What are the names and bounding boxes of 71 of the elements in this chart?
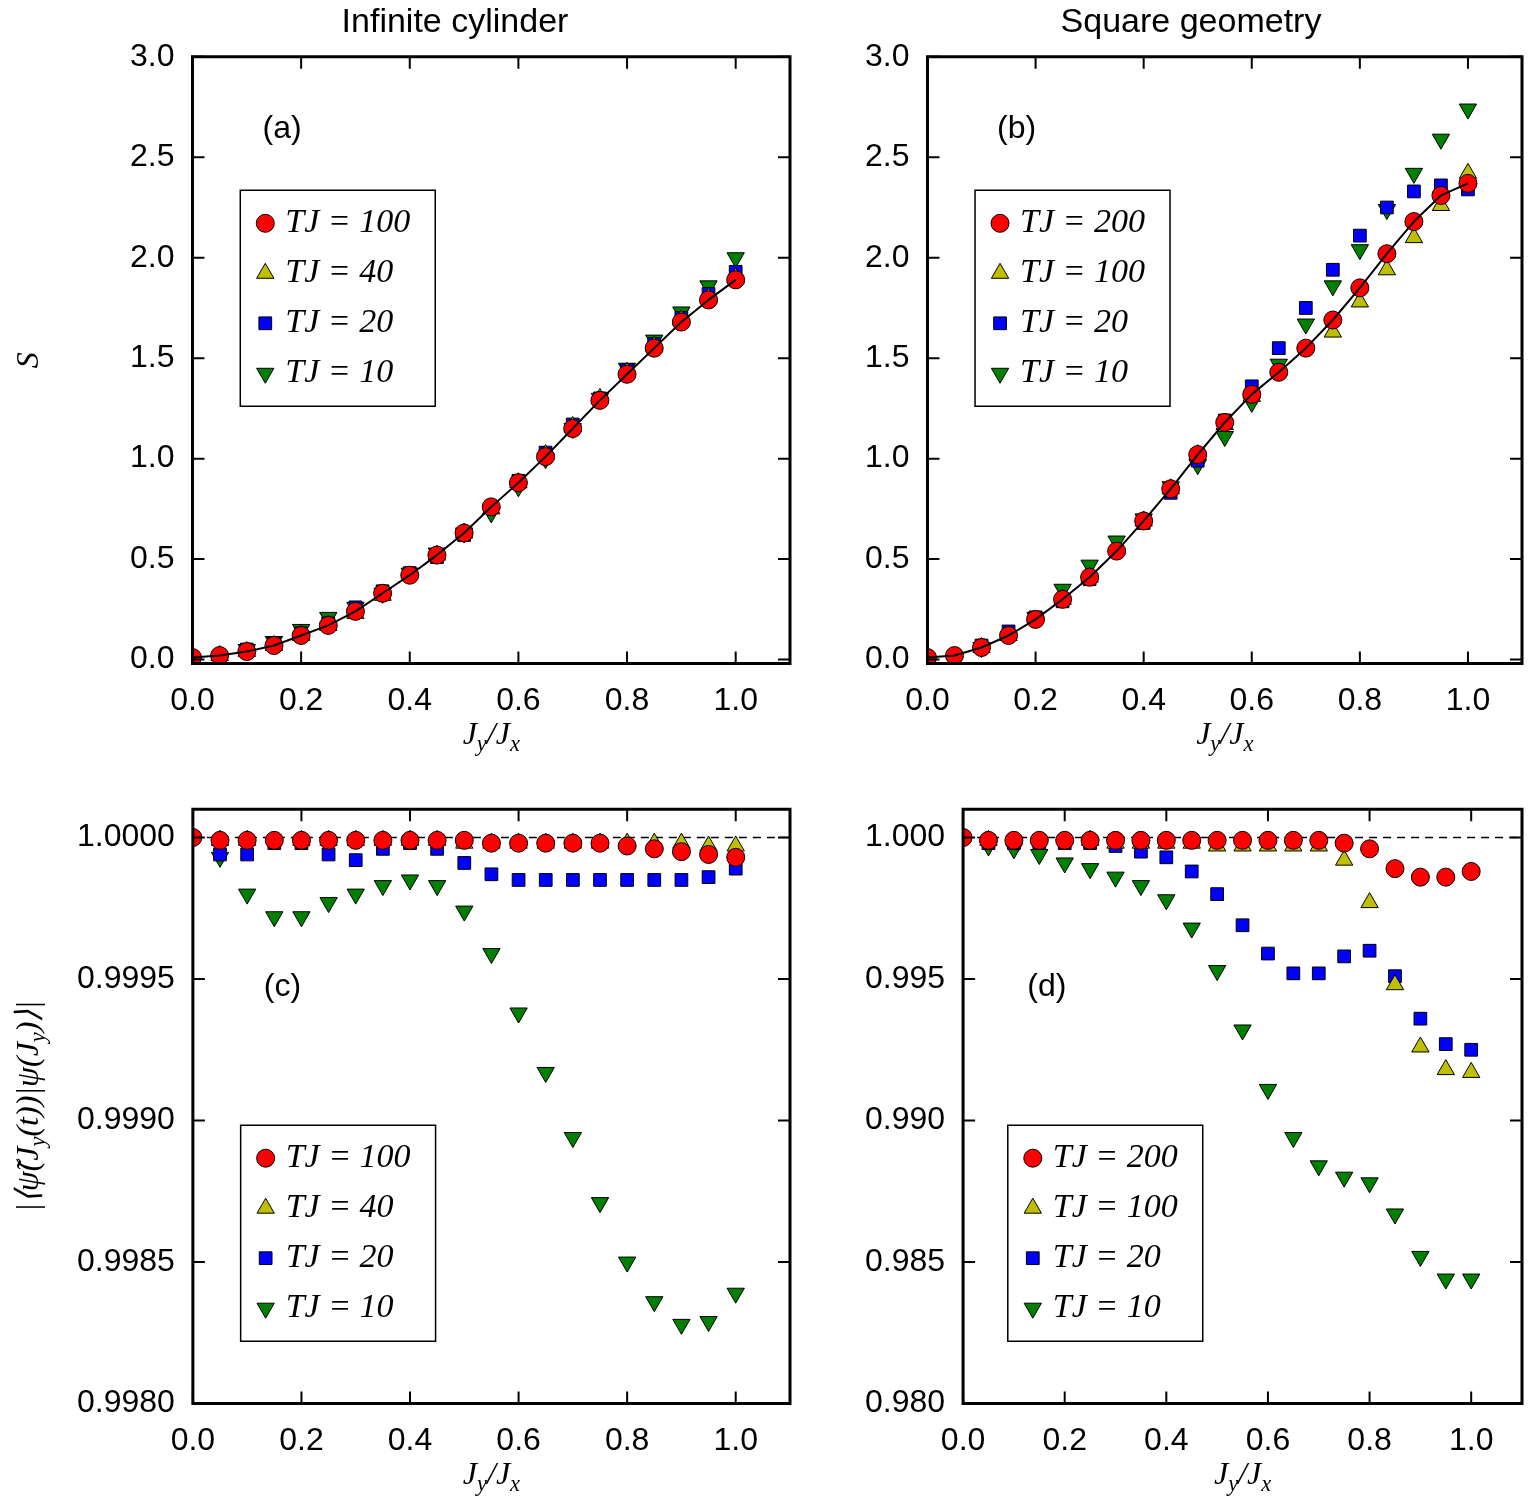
x-tick-label: 0.2	[278, 680, 324, 717]
annotation: (d)	[1027, 967, 1067, 1004]
x-tick-label: 0.4	[387, 680, 432, 717]
x-tick-label: 0.8	[1337, 680, 1383, 717]
annotation: (c)	[263, 967, 302, 1004]
x-tick-label: 0.2	[1013, 680, 1058, 717]
x-tick-label: 0.6	[1229, 680, 1275, 717]
y-tick-label: 0.9995	[77, 958, 175, 995]
y-tick-label: 0.9980	[77, 1383, 175, 1420]
y-tick-label: 0.0	[865, 639, 910, 676]
legend-label: TJ = 200	[1052, 1137, 1178, 1175]
x-tick-label: 0.6	[496, 1420, 541, 1457]
legend-label: TJ = 40	[285, 1187, 394, 1225]
legend-label: TJ = 10	[285, 352, 394, 390]
x-tick-label: 0.6	[496, 680, 541, 717]
y-tick-label: 1.5	[865, 338, 910, 375]
chart-title: Infinite cylinder	[341, 0, 569, 39]
chart-title: Square geometry	[1060, 0, 1322, 39]
legend-label: TJ = 20	[285, 302, 394, 340]
y-tick-label: 0.5	[865, 538, 910, 575]
y-tick-label: 0.5	[130, 538, 175, 575]
x-tick-label: 1.0	[1445, 680, 1491, 717]
legend-label: TJ = 100	[1052, 1187, 1178, 1225]
legend-label: TJ = 20	[1020, 302, 1128, 340]
legend-label: TJ = 100	[285, 202, 411, 240]
legend-label: TJ = 40	[285, 252, 394, 290]
legend-label: TJ = 20	[1052, 1237, 1161, 1275]
x-tick-label: 0.8	[604, 1420, 650, 1457]
y-axis-title: |⟨ψ̃(Jy(t))|ψ(Jy)⟩|	[9, 1000, 51, 1213]
x-tick-label: 0.2	[1042, 1420, 1087, 1457]
legend-label: TJ = 100	[285, 1137, 411, 1175]
x-tick-label: 0.6	[1245, 1420, 1291, 1457]
y-tick-label: 0.995	[865, 958, 946, 995]
legend-label: TJ = 20	[285, 1237, 394, 1275]
y-tick-label: 1.0	[130, 438, 175, 475]
y-tick-label: 2.5	[865, 137, 910, 174]
legend-label: TJ = 100	[1020, 252, 1145, 290]
legend-label: TJ = 200	[1020, 202, 1145, 240]
y-tick-label: 2.5	[130, 137, 175, 174]
x-tick-label: 0.0	[170, 680, 215, 717]
x-tick-label: 0.0	[940, 1420, 986, 1457]
legend-label: TJ = 10	[285, 1287, 394, 1325]
x-tick-label: 0.8	[604, 680, 650, 717]
x-tick-label: 0.2	[279, 1420, 324, 1457]
annotation: (b)	[997, 109, 1037, 146]
y-tick-label: 1.000	[865, 817, 946, 854]
y-tick-label: 1.0000	[77, 817, 175, 854]
y-tick-label: 0.990	[865, 1100, 946, 1137]
y-tick-label: 0.9985	[77, 1241, 175, 1278]
y-tick-label: 3.0	[130, 36, 175, 73]
y-tick-label: 0.0	[130, 639, 175, 676]
legend-label: TJ = 10	[1020, 352, 1128, 390]
x-tick-label: 1.0	[713, 1420, 758, 1457]
annotation: (a)	[262, 109, 302, 146]
x-tick-label: 1.0	[713, 680, 758, 717]
x-tick-label: 1.0	[1448, 1420, 1494, 1457]
y-tick-label: 2.0	[130, 237, 175, 274]
y-tick-label: 0.980	[865, 1383, 946, 1420]
y-tick-label: 0.985	[865, 1241, 946, 1278]
y-tick-label: 1.0	[865, 438, 910, 475]
y-axis-title: S	[9, 352, 46, 369]
legend-label: TJ = 10	[1052, 1287, 1161, 1325]
x-tick-label: 0.8	[1347, 1420, 1392, 1457]
y-tick-label: 1.5	[130, 338, 175, 375]
x-tick-label: 0.4	[387, 1420, 433, 1457]
x-tick-label: 0.4	[1144, 1420, 1189, 1457]
x-tick-label: 0.4	[1121, 680, 1166, 717]
y-tick-label: 3.0	[865, 36, 910, 73]
x-tick-label: 0.0	[170, 1420, 216, 1457]
y-tick-label: 2.0	[865, 237, 910, 274]
y-tick-label: 0.9990	[77, 1100, 175, 1137]
